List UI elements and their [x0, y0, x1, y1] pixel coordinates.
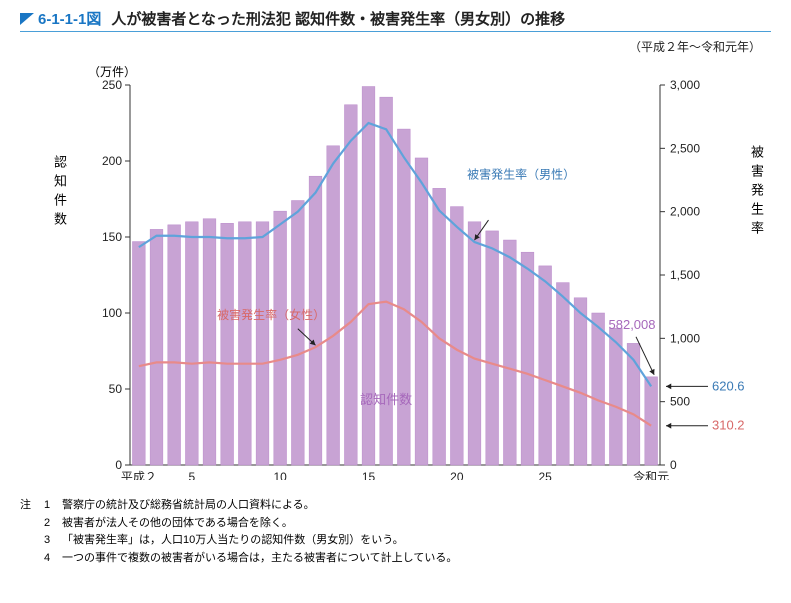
note-number: 2 — [44, 515, 62, 533]
figure-number: 6-1-1-1図 — [38, 8, 101, 29]
svg-text:200: 200 — [102, 154, 122, 168]
svg-text:平成２: 平成２ — [121, 470, 157, 480]
svg-text:100: 100 — [102, 306, 122, 320]
notes-head — [20, 532, 44, 550]
note-number: 4 — [44, 550, 62, 568]
svg-text:1,000: 1,000 — [670, 331, 700, 345]
notes-head — [20, 515, 44, 533]
header-marker-icon — [20, 13, 34, 25]
svg-text:1,500: 1,500 — [670, 268, 700, 282]
y1-axis-label: 認知件数 — [50, 155, 69, 231]
note-number: 1 — [44, 497, 62, 515]
svg-text:2,000: 2,000 — [670, 205, 700, 219]
note-number: 3 — [44, 532, 62, 550]
note-text: 一つの事件で複数の被害者がいる場合は，主たる被害者について計上している。 — [62, 550, 457, 568]
note-text: 被害者が法人その他の団体である場合を除く。 — [62, 515, 293, 533]
period-label: （平成２年～令和元年） — [0, 38, 761, 55]
svg-text:10: 10 — [273, 470, 287, 480]
chart-area: （万件） 認知件数 被害発生率 05010015020025005001,000… — [20, 55, 770, 485]
svg-text:500: 500 — [670, 395, 690, 409]
svg-text:被害発生率（男性）: 被害発生率（男性） — [467, 166, 575, 181]
svg-text:被害発生率（女性）: 被害発生率（女性） — [217, 307, 325, 322]
svg-text:25: 25 — [538, 470, 552, 480]
svg-text:150: 150 — [102, 230, 122, 244]
svg-text:582,008: 582,008 — [609, 317, 656, 332]
svg-text:0: 0 — [670, 458, 677, 472]
notes-head — [20, 550, 44, 568]
footnotes: 注1警察庁の統計及び総務省統計局の人口資料による。2被害者が法人その他の団体であ… — [20, 497, 791, 567]
svg-text:3,000: 3,000 — [670, 78, 700, 92]
svg-text:50: 50 — [109, 382, 123, 396]
svg-text:20: 20 — [450, 470, 464, 480]
svg-text:15: 15 — [362, 470, 376, 480]
note-text: 警察庁の統計及び総務省統計局の人口資料による。 — [62, 497, 315, 515]
svg-text:620.6: 620.6 — [712, 378, 745, 393]
note-text: 「被害発生率」は，人口10万人当たりの認知件数（男女別）をいう。 — [62, 532, 404, 550]
figure-title: 人が被害者となった刑法犯 認知件数・被害発生率（男女別）の推移 — [111, 8, 565, 29]
chart-svg: 05010015020025005001,0001,5002,0002,5003… — [80, 55, 750, 480]
svg-text:310.2: 310.2 — [712, 418, 745, 433]
notes-head: 注 — [20, 497, 44, 515]
svg-text:5: 5 — [188, 470, 195, 480]
svg-text:認知件数: 認知件数 — [360, 392, 412, 407]
svg-text:2,500: 2,500 — [670, 141, 700, 155]
svg-text:250: 250 — [102, 78, 122, 92]
svg-text:令和元: 令和元 — [633, 469, 669, 480]
